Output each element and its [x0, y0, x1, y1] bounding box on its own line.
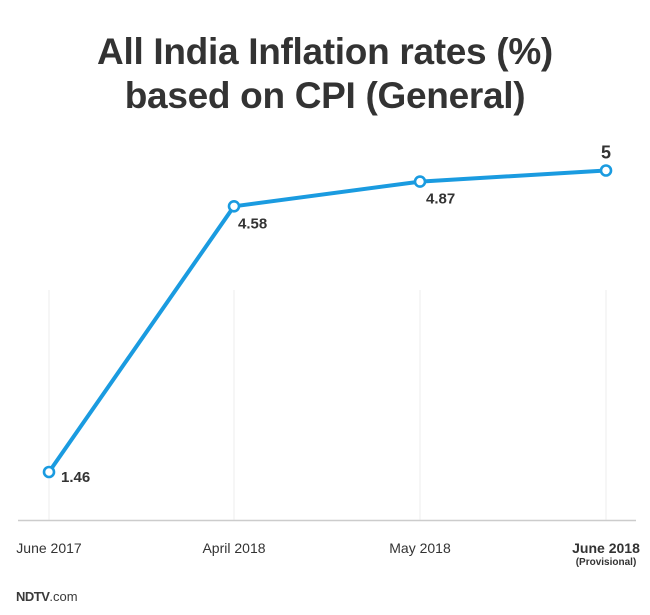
chart-title: All India Inflation rates (%) based on C…	[0, 30, 650, 118]
ndtv-domain: .com	[49, 589, 78, 604]
data-label-2: 4.58	[238, 215, 267, 232]
chart-title-line-2: based on CPI (General)	[124, 75, 526, 116]
data-label-1: 1.46	[61, 469, 90, 486]
series-line	[47, 168, 608, 474]
data-point-4	[599, 164, 613, 177]
x-tick-label-3: May 2018	[389, 540, 451, 556]
x-tick-label-4: June 2018	[572, 540, 640, 556]
data-label-3: 4.87	[426, 191, 455, 208]
data-label-4: 5	[601, 143, 611, 163]
x-tick-note-4: (Provisional)	[576, 557, 637, 568]
data-point-1	[42, 465, 56, 479]
x-tick-label-2: April 2018	[202, 540, 265, 556]
x-tick-label-1: June 2017	[16, 540, 82, 556]
ndtv-brand: NDTV	[16, 589, 50, 604]
data-point-3	[413, 175, 427, 188]
data-point-2	[227, 199, 241, 213]
ndtv-logo: NDTV.com	[16, 589, 78, 604]
chart-title-line-1: All India Inflation rates (%)	[97, 31, 553, 72]
